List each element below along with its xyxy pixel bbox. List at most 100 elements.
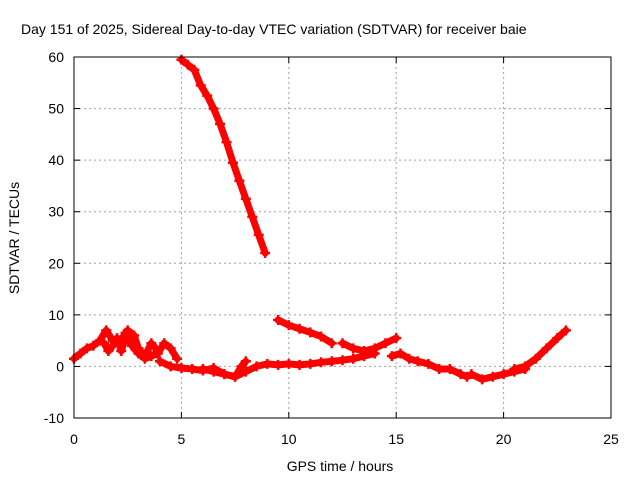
data-point-marker [552,333,563,344]
data-point-marker [208,103,219,114]
data-point-marker [240,193,251,204]
data-point-marker [348,343,359,354]
data-point-marker [152,345,163,356]
series-1 [176,54,271,258]
y-tick-label: 30 [48,204,64,220]
data-point-marker [273,359,284,370]
x-axis-title: GPS time / hours [287,458,394,474]
data-point-marker [520,361,531,372]
data-point-marker [434,364,445,375]
data-point-marker [111,333,122,344]
data-point-marker [240,366,251,377]
data-point-marker [262,358,273,369]
data-point-marker [165,361,176,372]
data-point-marker [294,359,305,370]
data-point-marker [129,330,140,341]
data-point-marker [101,325,112,336]
data-point-marker [202,90,213,101]
series-6 [197,356,251,382]
data-point-marker [133,343,144,354]
data-point-marker [219,369,230,380]
data-point-marker [530,353,541,364]
data-point-marker [369,343,380,354]
y-tick-label: 10 [48,307,64,323]
data-point-marker [195,80,206,91]
data-point-marker [236,361,247,372]
data-point-marker [230,371,241,382]
data-point-marker [444,364,455,375]
data-point-marker [81,343,92,354]
data-point-marker [455,369,466,380]
data-point-marker [348,353,359,364]
series-trace [274,316,336,347]
data-point-marker [103,345,114,356]
data-point-marker [380,338,391,349]
data-point-marker [391,333,402,344]
data-point-marker [326,338,337,349]
data-point-marker [146,338,157,349]
data-point-marker [159,338,170,349]
data-point-marker [251,361,262,372]
data-point-marker [560,325,571,336]
axis-ticks [73,56,612,419]
data-point-marker [487,371,498,382]
data-point-marker [139,351,150,362]
data-point-marker [99,338,110,349]
data-point-marker [208,366,219,377]
data-point-marker [75,348,86,359]
data-point-marker [240,356,251,367]
series-2 [273,315,337,349]
data-point-marker [197,364,208,375]
data-point-marker [122,325,133,336]
data-point-marker [283,320,294,331]
y-tick-label: 60 [48,49,64,65]
data-point-marker [221,137,232,148]
data-point-marker [423,358,434,369]
data-point-marker [305,358,316,369]
data-point-marker [253,229,264,240]
series-10 [509,325,571,375]
y-tick-label: 40 [48,152,64,168]
x-tick-label: 10 [281,431,297,447]
series-8 [386,348,473,382]
y-tick-label: -10 [44,410,64,426]
data-point-marker [88,340,99,351]
data-point-marker [358,345,369,356]
data-point-marker [509,364,520,375]
chart-title: Day 151 of 2025, Sidereal Day-to-day VTE… [21,21,527,37]
x-tick-label: 5 [178,431,186,447]
data-point-marker [283,358,294,369]
data-series [69,54,571,385]
data-point-marker [466,369,477,380]
y-axis-title: SDTVAR / TECUs [6,182,22,294]
data-point-marker [227,157,238,168]
series-5 [154,348,380,382]
series-4 [99,325,163,362]
data-point-marker [337,355,348,366]
data-point-marker [395,348,406,359]
data-point-marker [273,315,284,326]
data-point-marker [187,364,198,375]
data-point-marker [294,323,305,334]
data-point-marker [182,59,193,70]
data-point-marker [247,211,258,222]
data-point-marker [404,353,415,364]
tick-labels: 0 5 10 15 20 25 -10 0 10 20 30 40 50 60 [44,49,619,447]
series-trace [177,56,269,257]
data-point-marker [541,343,552,354]
data-point-marker [316,331,327,342]
data-point-marker [305,327,316,338]
x-tick-label: 20 [496,431,512,447]
data-point-marker [326,356,337,367]
data-point-marker [337,338,348,349]
data-point-marker [498,369,509,380]
data-point-marker [215,119,226,130]
data-point-marker [116,345,127,356]
x-tick-label: 15 [388,431,404,447]
y-tick-label: 0 [56,358,64,374]
data-point-marker [260,247,271,258]
data-point-marker [176,362,187,373]
data-point-marker [386,351,397,362]
data-point-marker [107,340,118,351]
